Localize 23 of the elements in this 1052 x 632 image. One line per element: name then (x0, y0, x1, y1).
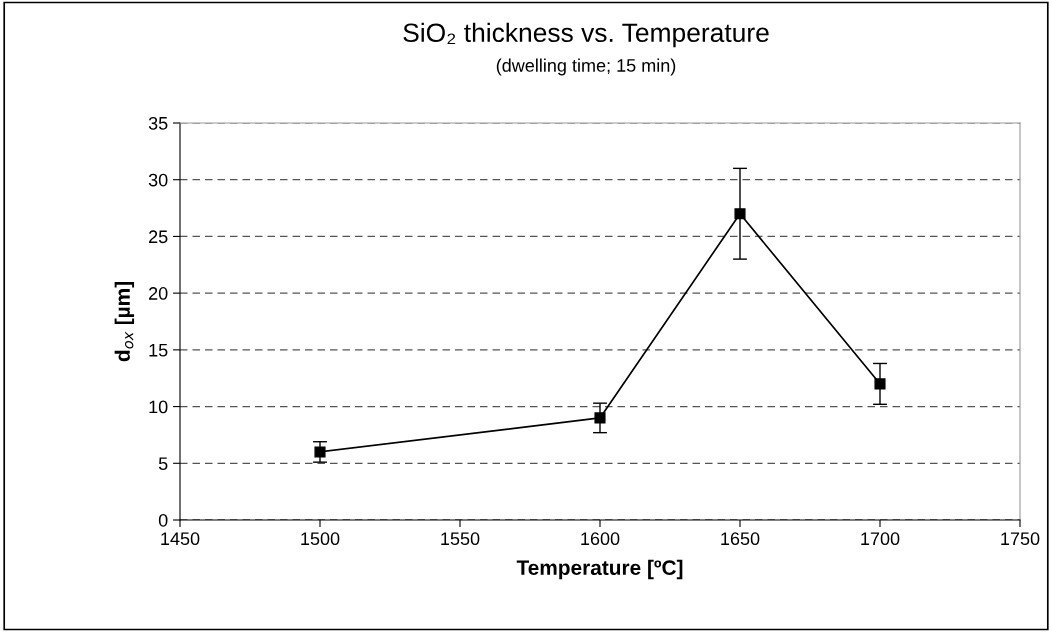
point (734, 208, 746, 220)
y-axis-title: d$_{ox}$ [µm] (114, 282, 135, 362)
point (314, 446, 326, 458)
y-tick-label: 30 (148, 173, 168, 187)
x-tick-label: 1450 (161, 532, 200, 546)
x-tick-label: 1750 (1001, 532, 1040, 546)
chart-title: SiO₂ thickness vs. Temperature (403, 22, 769, 48)
chart-subtitle: (dwelling time; 15 min) (496, 58, 676, 76)
x-tick-label: 1500 (301, 532, 340, 546)
x-tick-label: 1700 (861, 532, 900, 546)
point (874, 378, 886, 390)
point (594, 412, 606, 424)
y-tick-label: 10 (149, 400, 168, 414)
x-tick-label: 1600 (581, 532, 620, 546)
y-tick-label: 15 (149, 343, 168, 357)
y-tick-label: 35 (148, 116, 168, 130)
x-tick-label: 1550 (441, 532, 480, 546)
y-tick-label: 25 (149, 230, 168, 244)
y-tick-label: 20 (149, 287, 168, 300)
x-axis-title: Temperature [ºC] (516, 559, 683, 580)
y-tick-label: 0 (158, 513, 168, 527)
y-tick-label: 5 (158, 457, 168, 471)
x-tick-label: 1650 (721, 532, 760, 546)
